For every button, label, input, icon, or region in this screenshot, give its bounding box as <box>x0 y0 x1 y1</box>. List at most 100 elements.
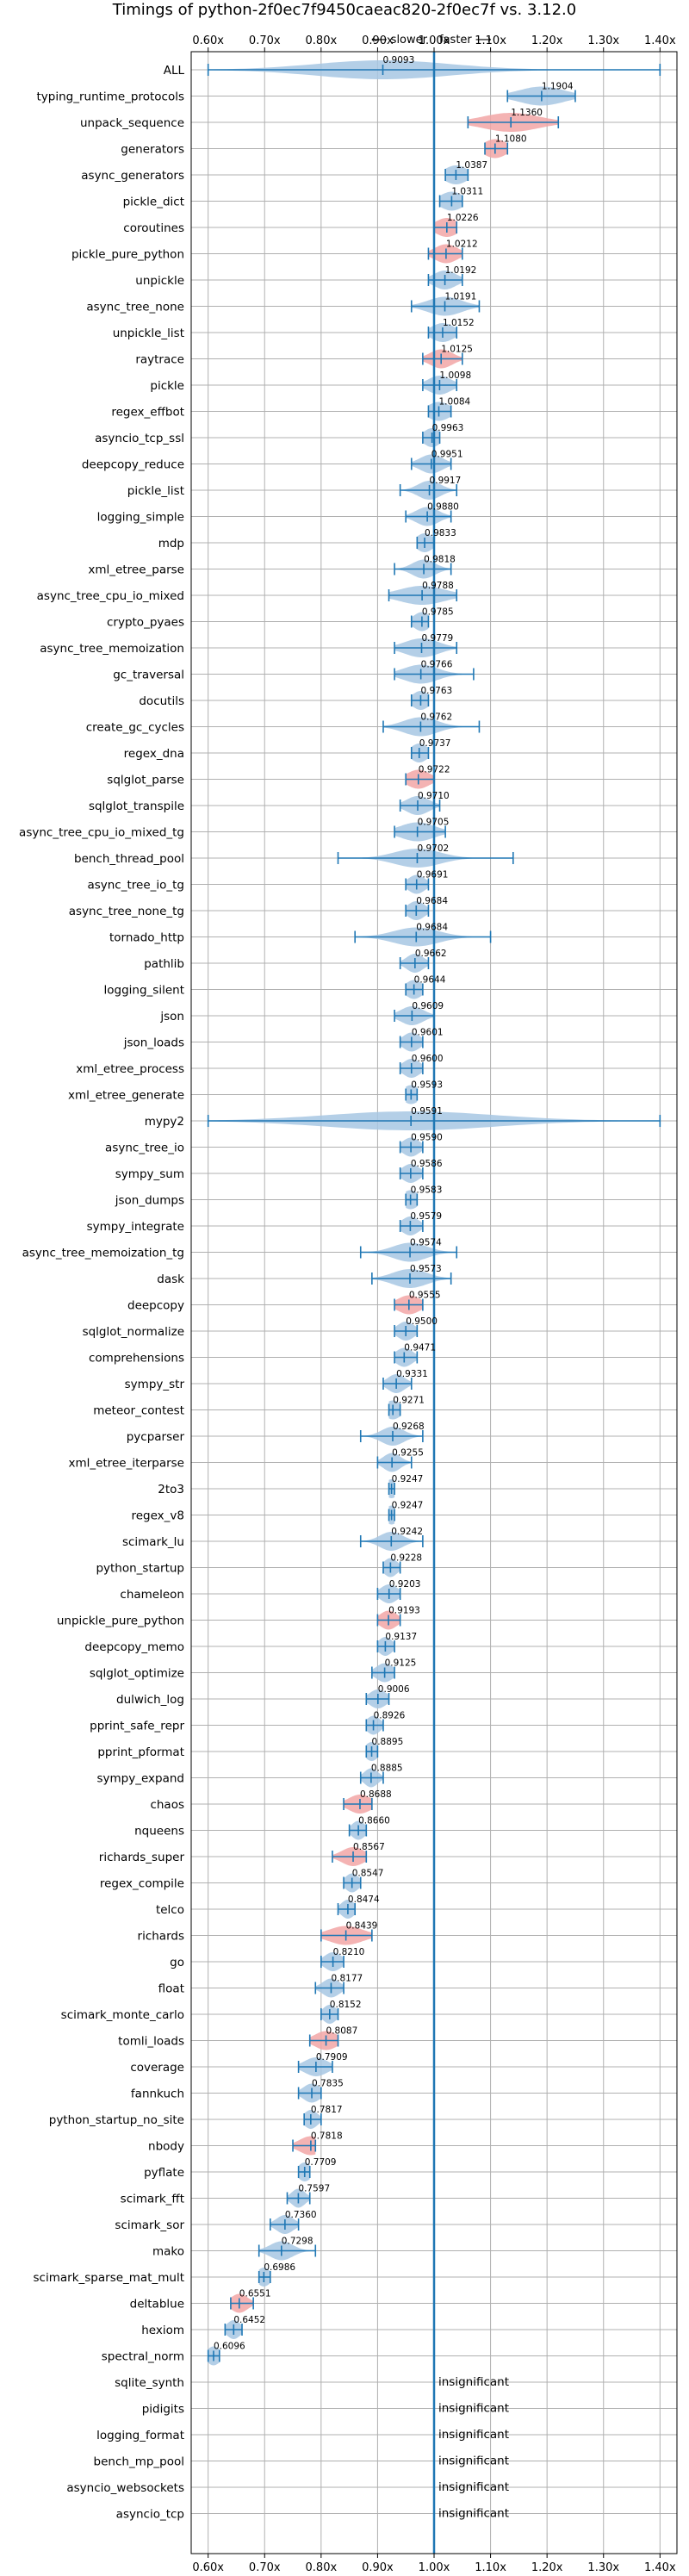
x-tick-label-bottom: 0.80x <box>306 2561 338 2574</box>
value-label: 0.8474 <box>348 1895 380 1905</box>
value-label: 1.0125 <box>441 345 473 355</box>
benchmark-label: python_startup <box>96 1562 184 1576</box>
value-label: 0.9684 <box>416 896 448 906</box>
benchmark-label: pickle_list <box>127 484 184 498</box>
x-tick-label-top: 1.20x <box>531 34 563 47</box>
x-tick-label-bottom: 1.30x <box>587 2561 619 2574</box>
value-label: 0.9644 <box>414 975 446 986</box>
value-label: 0.9247 <box>392 1474 424 1484</box>
value-label: 0.7298 <box>282 2237 313 2247</box>
x-tick-label-bottom: 1.20x <box>531 2561 563 2574</box>
value-label: 0.8547 <box>352 1869 384 1879</box>
benchmark-label: coroutines <box>123 221 184 235</box>
value-label: 0.9762 <box>420 712 452 723</box>
benchmark-label: coverage <box>130 2061 184 2075</box>
value-label: 0.8926 <box>374 1711 406 1721</box>
value-label: 0.9573 <box>410 1264 442 1274</box>
value-label: 0.8895 <box>372 1737 404 1747</box>
value-label: 0.9722 <box>419 765 450 775</box>
value-label: 1.0152 <box>443 318 475 328</box>
value-label: 0.9093 <box>383 55 415 65</box>
x-tick-label-bottom: 0.60x <box>192 2561 224 2574</box>
benchmark-label: xml_etree_iterparse <box>69 1457 185 1471</box>
value-label: 0.9766 <box>421 660 453 670</box>
value-label: 1.0191 <box>445 292 477 302</box>
benchmark-label: logging_format <box>96 2429 184 2442</box>
value-label: 0.9662 <box>415 949 447 959</box>
value-label: 0.9203 <box>389 1579 421 1590</box>
benchmark-label: sqlglot_normalize <box>83 1325 184 1339</box>
benchmark-label: nqueens <box>134 1825 184 1839</box>
benchmark-label: telco <box>156 1903 184 1917</box>
chart-title: Timings of python-2f0ec7f9450caeac820-2f… <box>112 1 576 19</box>
value-label: 0.9833 <box>425 528 456 538</box>
benchmark-label: docutils <box>139 694 184 708</box>
value-label: 0.7597 <box>298 2184 330 2194</box>
benchmark-label: regex_effbot <box>111 406 184 420</box>
value-label: 0.9702 <box>417 843 449 854</box>
benchmark-label: asyncio_tcp <box>116 2508 184 2522</box>
value-label: 0.9590 <box>411 1133 443 1143</box>
value-label: 0.9500 <box>406 1316 438 1327</box>
value-label: 1.1904 <box>542 82 574 92</box>
x-tick-label-top: 1.30x <box>587 34 619 47</box>
benchmark-label: go <box>170 1956 184 1969</box>
benchmark-label: sympy_expand <box>96 1772 184 1786</box>
benchmark-label: xml_etree_process <box>76 1062 184 1076</box>
benchmark-label: nbody <box>148 2140 184 2154</box>
value-label: 0.9583 <box>411 1185 443 1196</box>
benchmark-label: pickle_pure_python <box>71 248 184 262</box>
benchmark-label: regex_dna <box>124 747 184 761</box>
benchmark-label: scimark_lu <box>122 1535 184 1549</box>
benchmark-label: fannkuch <box>131 2088 184 2101</box>
value-label: 0.9788 <box>422 581 454 591</box>
benchmark-label: typing_runtime_protocols <box>37 90 185 104</box>
value-label: 1.0084 <box>439 397 471 408</box>
value-label: 1.0098 <box>439 370 471 381</box>
value-label: 0.9951 <box>431 450 463 460</box>
faster-direction-label: faster ⟶ <box>439 34 492 47</box>
x-tick-label-bottom: 1.40x <box>644 2561 676 2574</box>
value-label: 0.9691 <box>417 870 449 880</box>
value-label: 0.7360 <box>285 2210 317 2220</box>
value-label: 0.9586 <box>411 1159 443 1169</box>
value-label: 0.8152 <box>330 2000 362 2010</box>
benchmark-label: unpack_sequence <box>80 116 184 130</box>
value-label: 0.9763 <box>420 686 452 696</box>
value-label: 0.6986 <box>264 2262 295 2273</box>
benchmark-label: async_generators <box>81 169 184 183</box>
value-label: 0.7817 <box>311 2105 343 2115</box>
value-label: 0.8688 <box>360 1789 392 1800</box>
benchmark-label: xml_etree_parse <box>88 563 184 577</box>
benchmark-label: tomli_loads <box>118 2035 184 2049</box>
value-label: 0.9247 <box>392 1501 424 1511</box>
value-label: 0.8210 <box>333 1947 365 1957</box>
benchmark-label: json_loads <box>123 1036 184 1050</box>
plot-frame <box>190 51 678 2554</box>
benchmark-label: mako <box>152 2245 184 2259</box>
value-label: 0.9785 <box>422 607 454 618</box>
benchmark-label: float <box>158 1982 184 1996</box>
benchmark-label: pyflate <box>144 2166 184 2180</box>
value-labels: 0.9093 1.1904 1.1360 1.1080 1.0387 1.0311 1.02… <box>214 55 574 2521</box>
benchmark-label: scimark_monte_carlo <box>61 2008 184 2022</box>
value-label: 1.1080 <box>495 134 527 145</box>
benchmark-label: pickle_dict <box>123 196 184 209</box>
value-label: 0.9601 <box>412 1028 444 1038</box>
x-tick-label-bottom: 0.90x <box>362 2561 394 2574</box>
value-label: 0.9710 <box>418 791 450 801</box>
value-label: 0.6452 <box>233 2315 265 2325</box>
benchmark-label: richards_super <box>99 1851 185 1864</box>
value-label: 0.9242 <box>391 1527 423 1537</box>
value-label: 0.9600 <box>412 1054 444 1064</box>
value-label: 0.7709 <box>305 2157 337 2168</box>
x-tick-label-bottom: 1.00x <box>419 2561 450 2574</box>
benchmark-label: asyncio_websockets <box>66 2481 184 2495</box>
benchmark-label: json <box>159 1010 184 1024</box>
insignificant-label: insignificant <box>438 2402 509 2416</box>
benchmark-label: ALL <box>164 64 185 78</box>
benchmark-label: pprint_safe_repr <box>90 1720 184 1733</box>
benchmark-label: async_tree_io <box>105 1142 184 1155</box>
value-label: 0.9593 <box>411 1080 443 1091</box>
